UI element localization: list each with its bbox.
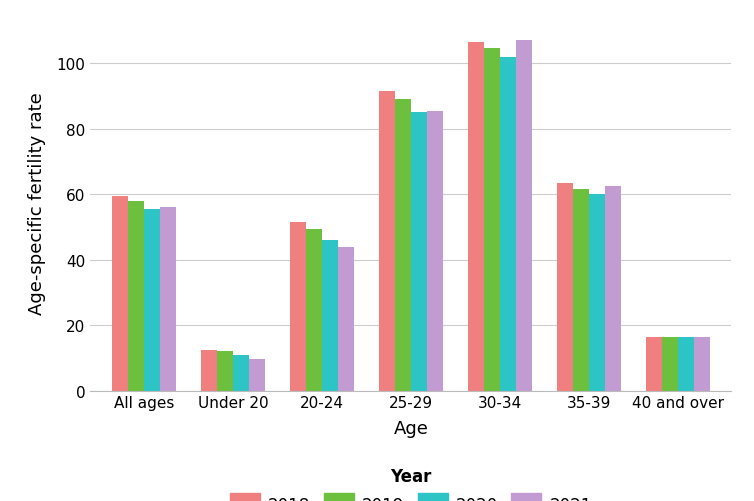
Bar	[128, 201, 144, 391]
Bar	[338, 247, 354, 391]
Bar	[233, 355, 249, 391]
Bar	[249, 360, 265, 391]
Bar	[573, 190, 589, 391]
Y-axis label: Age-specific fertility rate: Age-specific fertility rate	[28, 92, 46, 314]
Bar	[290, 222, 306, 391]
Bar	[589, 195, 605, 391]
Bar	[557, 183, 573, 391]
Bar	[411, 113, 427, 391]
Legend: 2018, 2019, 2020, 2021: 2018, 2019, 2020, 2021	[230, 467, 592, 501]
Bar	[662, 337, 678, 391]
Bar	[160, 208, 176, 391]
Bar	[516, 41, 532, 391]
Bar	[500, 58, 516, 391]
Bar	[694, 337, 710, 391]
Bar	[395, 100, 411, 391]
Bar	[306, 229, 322, 391]
Bar	[201, 350, 217, 391]
Bar	[379, 92, 395, 391]
Bar	[112, 196, 128, 391]
Bar	[144, 209, 160, 391]
Bar	[646, 337, 662, 391]
X-axis label: Age: Age	[394, 419, 428, 437]
Bar	[468, 43, 484, 391]
Bar	[678, 337, 694, 391]
Bar	[484, 49, 500, 391]
Bar	[217, 352, 233, 391]
Bar	[605, 186, 621, 391]
Bar	[427, 111, 443, 391]
Bar	[322, 240, 338, 391]
